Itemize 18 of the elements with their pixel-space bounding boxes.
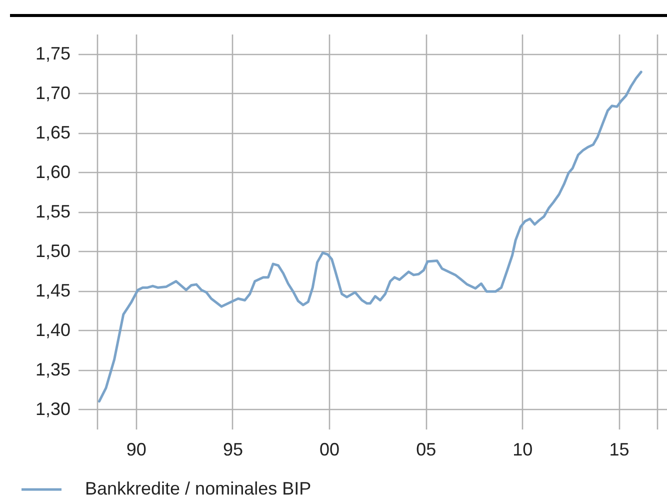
x-tick-label: 90 — [126, 440, 146, 460]
y-tick-label: 1,50 — [35, 240, 70, 261]
y-tick-label: 1,40 — [35, 320, 70, 340]
y-tick-label: 1,70 — [35, 82, 70, 103]
x-tick-label: 10 — [512, 440, 533, 460]
y-tick-label: 1,30 — [35, 398, 70, 419]
y-tick-label: 1,45 — [35, 280, 70, 300]
x-tick-label: 95 — [222, 440, 244, 460]
legend-label: Bankkredite / nominales BIP — [85, 478, 312, 495]
y-tick-label: 1,55 — [35, 201, 70, 222]
y-tick-label: 1,35 — [35, 359, 70, 380]
x-tick-label: 15 — [609, 440, 630, 460]
x-tick-label: 00 — [320, 440, 340, 460]
y-tick-label: 1,60 — [35, 162, 70, 182]
line-series — [98, 70, 642, 403]
y-tick-label: 1,75 — [35, 43, 70, 64]
y-tick-label: 1,65 — [35, 122, 70, 142]
x-tick-label: 05 — [416, 440, 436, 460]
